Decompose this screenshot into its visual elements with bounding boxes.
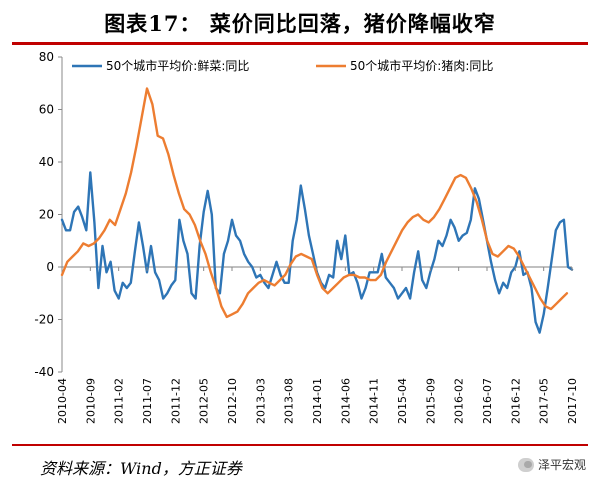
series-line-2 [60, 87, 569, 319]
x-tick-label: 2012-10 [226, 378, 239, 424]
y-tick-label: 20 [39, 208, 54, 222]
x-tick-label: 2011-02 [113, 378, 126, 424]
x-tick-label: 2016-07 [481, 378, 494, 424]
series-line-1 [60, 171, 574, 334]
source-note: 资料来源：Wind，方正证券 [40, 459, 242, 478]
y-tick-label: -40 [34, 365, 54, 379]
y-tick-label: 80 [39, 50, 54, 64]
x-axis: 2010-04 2010-09 2011-02 2011-07 2011-12 2012-… [56, 267, 579, 424]
x-tick-label: 2011-12 [169, 378, 182, 424]
y-tick-label: 0 [46, 260, 54, 274]
y-tick-label: 60 [39, 103, 54, 117]
watermark-label: 泽平宏观 [537, 458, 586, 472]
x-tick-label: 2017-10 [566, 378, 579, 424]
x-tick-label: 2014-01 [311, 378, 324, 424]
x-tick-label: 2014-06 [339, 378, 352, 424]
y-axis: 80 60 40 20 0 -20 -40 [34, 50, 572, 379]
legend: 50个城市平均价:鲜菜:同比 50个城市平均价:猪肉:同比 [72, 58, 493, 73]
x-tick-label: 2012-05 [198, 378, 211, 424]
chart-title: 图表17： 菜价同比回落，猪价降幅收窄 [104, 11, 496, 36]
x-tick-label: 2016-02 [453, 378, 466, 424]
x-tick-label: 2013-08 [283, 378, 296, 424]
title-rule [12, 42, 588, 45]
footer-rule [12, 444, 588, 446]
wechat-icon [517, 457, 534, 472]
y-tick-label: -20 [34, 313, 54, 327]
x-tick-label: 2015-04 [396, 378, 409, 424]
x-tick-label: 2016-12 [509, 378, 522, 424]
watermark: 泽平宏观 [517, 456, 586, 473]
x-tick-label: 2013-03 [254, 378, 267, 424]
x-tick-label: 2015-09 [424, 378, 437, 424]
legend-label-1: 50个城市平均价:鲜菜:同比 [106, 58, 249, 73]
x-tick-label: 2011-07 [141, 378, 154, 424]
x-tick-label: 2010-09 [84, 378, 97, 424]
legend-label-2: 50个城市平均价:猪肉:同比 [350, 58, 493, 73]
x-tick-label: 2017-05 [538, 378, 551, 424]
x-tick-label: 2014-11 [368, 378, 381, 424]
y-tick-label: 40 [39, 155, 54, 169]
plot-area [60, 87, 574, 334]
x-tick-label: 2010-04 [56, 378, 69, 424]
